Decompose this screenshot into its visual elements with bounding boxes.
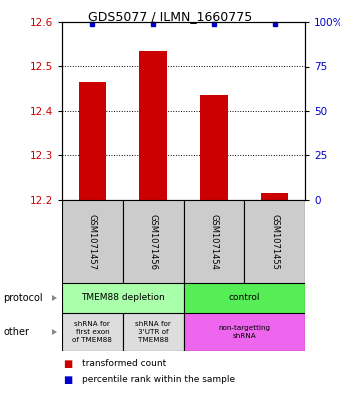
Bar	[62, 200, 123, 283]
Text: percentile rank within the sample: percentile rank within the sample	[82, 375, 235, 384]
Text: TMEM88 depletion: TMEM88 depletion	[81, 294, 165, 303]
Polygon shape	[52, 329, 57, 335]
Bar	[139, 51, 167, 200]
Text: GDS5077 / ILMN_1660775: GDS5077 / ILMN_1660775	[88, 10, 252, 23]
Bar	[200, 95, 227, 200]
Bar	[184, 200, 244, 283]
Polygon shape	[52, 295, 57, 301]
Text: control: control	[228, 294, 260, 303]
Text: GSM1071455: GSM1071455	[270, 213, 279, 270]
Text: GSM1071457: GSM1071457	[88, 213, 97, 270]
Text: ■: ■	[63, 359, 73, 369]
Text: non-targetting
shRNA: non-targetting shRNA	[218, 325, 270, 339]
Bar	[62, 283, 184, 313]
Text: GSM1071456: GSM1071456	[149, 213, 158, 270]
Text: shRNA for
3'UTR of
TMEM88: shRNA for 3'UTR of TMEM88	[135, 321, 171, 343]
Bar	[79, 82, 106, 200]
Bar	[184, 313, 305, 351]
Text: shRNA for
first exon
of TMEM88: shRNA for first exon of TMEM88	[72, 321, 112, 343]
Text: other: other	[3, 327, 29, 337]
Text: transformed count: transformed count	[82, 360, 166, 369]
Bar	[123, 313, 184, 351]
Text: GSM1071454: GSM1071454	[209, 213, 218, 270]
Text: protocol: protocol	[3, 293, 43, 303]
Bar	[184, 283, 305, 313]
Bar	[261, 193, 288, 200]
Text: ■: ■	[63, 375, 73, 385]
Bar	[62, 313, 123, 351]
Bar	[123, 200, 184, 283]
Bar	[244, 200, 305, 283]
